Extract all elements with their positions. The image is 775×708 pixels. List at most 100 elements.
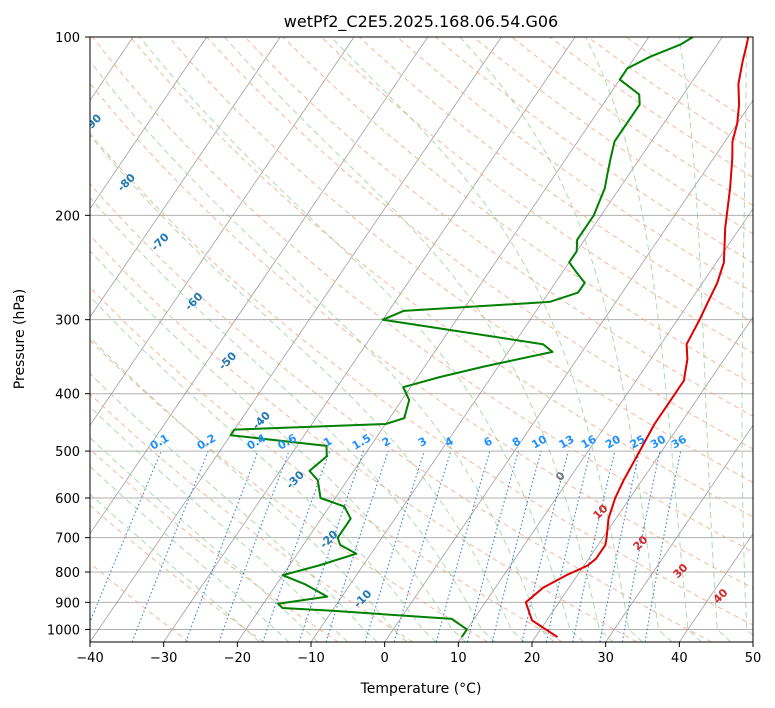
dry-adiabat-label: -30 (284, 468, 307, 491)
isotherm-line (90, 37, 502, 642)
dewpoint-profile-line (229, 37, 694, 638)
isotherm-line (90, 37, 208, 210)
dry-adiabat-line (90, 132, 753, 626)
moist-adiabat-line (90, 295, 437, 642)
x-tick-label: 30 (597, 651, 614, 666)
mixing-ratio-line (435, 450, 491, 642)
isotherm-line (90, 37, 429, 535)
mixing-ratio-label: 10 (529, 432, 549, 451)
y-tick-label: 400 (55, 388, 80, 403)
mixing-ratio-line (131, 450, 209, 642)
mixing-ratio-label: 16 (579, 432, 599, 451)
mixing-ratio-label: 6 (481, 434, 494, 449)
mixing-ratio-line (491, 450, 542, 642)
moist-adiabat-line (90, 372, 378, 642)
dry-adiabat-line (358, 37, 753, 323)
mixing-ratio-line (572, 450, 616, 642)
y-tick-label: 1000 (47, 623, 80, 638)
x-tick-label: 0 (381, 651, 389, 666)
background-grid (90, 37, 753, 642)
moist-adiabat-line (90, 336, 408, 642)
dry-adiabat-line (90, 82, 753, 589)
mixing-ratio-line (218, 450, 290, 642)
mixing-ratio-line (90, 450, 162, 624)
mixing-ratio-label: 13 (557, 433, 577, 452)
dry-adiabat-line (320, 37, 753, 354)
isotherm-line (237, 37, 650, 642)
temperature-profile-line (524, 37, 750, 638)
axes: −40 −30 −20 −10 0 10 20 30 40 5010020030040050060… (47, 31, 761, 666)
moist-adiabat-line (90, 436, 319, 642)
moist-adiabat-line (90, 196, 496, 642)
moist-adiabat-label: 0 (553, 469, 568, 484)
x-tick-label: 10 (450, 651, 467, 666)
mixing-ratio-line (262, 450, 331, 642)
dry-adiabat-line (130, 37, 753, 518)
isotherm-line (605, 424, 753, 642)
dry-adiabat-line (435, 37, 753, 264)
isotherm-line (384, 99, 753, 642)
dry-adiabat-line (90, 234, 638, 642)
x-tick-label: −30 (150, 651, 177, 666)
mixing-ratio-label: 4 (443, 434, 456, 449)
mixing-ratio-line (325, 450, 389, 642)
y-tick-label: 200 (55, 209, 80, 224)
mixing-ratio-label: 3 (416, 435, 429, 450)
moist-adiabat-line (90, 493, 260, 642)
mixing-ratio-label: 1 (321, 435, 334, 450)
mixing-ratio-line (364, 450, 425, 642)
isotherm-line (679, 532, 753, 642)
mixing-ratio-label: 0.2 (195, 432, 218, 453)
mixing-ratio-line (393, 450, 452, 642)
mixing-ratio-label: 30 (648, 432, 668, 451)
moist-adiabat-line (90, 465, 290, 642)
plot-frame (89, 36, 754, 643)
moist-adiabat-line (459, 37, 673, 642)
moist-adiabat-label: 30 (671, 561, 691, 581)
isotherm-line (458, 207, 753, 642)
y-axis-label: Pressure (hPa) (12, 289, 28, 389)
mixing-ratio-label: 2 (380, 435, 393, 450)
y-tick-label: 500 (55, 445, 80, 460)
y-tick-label: 600 (55, 492, 80, 507)
dry-adiabat-label: -50 (216, 349, 239, 372)
dry-adiabat-label: -90 (81, 111, 104, 134)
dry-adiabat-line (91, 37, 753, 553)
x-tick-label: 40 (671, 651, 688, 666)
x-tick-label: −10 (297, 651, 324, 666)
dry-adiabat-label: -100 (45, 49, 74, 78)
x-tick-label: −40 (76, 651, 103, 666)
dry-adiabat-line (90, 286, 563, 642)
moist-adiabat-line (224, 37, 614, 642)
mixing-ratio-label: 8 (510, 435, 523, 450)
y-tick-label: 900 (55, 596, 80, 611)
mixing-ratio-label: 20 (603, 432, 623, 451)
moist-adiabat-label: 20 (631, 533, 651, 553)
mixing-ratio-line (185, 450, 259, 642)
mixing-ratio-label: 1.5 (350, 432, 373, 453)
y-tick-label: 800 (55, 566, 80, 581)
dry-adiabat-label: -80 (115, 171, 138, 194)
moist-adiabat-line (139, 37, 584, 642)
series-group (229, 37, 750, 638)
x-tick-label: 20 (524, 651, 541, 666)
x-tick-label: 50 (745, 651, 762, 666)
isotherm-line (90, 37, 355, 427)
moist-adiabat-line (90, 134, 525, 642)
y-tick-label: 100 (55, 31, 80, 46)
dry-adiabat-label: -60 (182, 290, 205, 313)
dry-adiabat-label: -20 (317, 528, 340, 551)
mixing-ratio-label: 0.4 (245, 431, 269, 452)
isotherm-line (163, 37, 576, 642)
moist-adiabat-line (678, 37, 732, 642)
dry-adiabat-label: -10 (351, 587, 374, 610)
x-axis-label: Temperature (°C) (360, 681, 482, 697)
x-tick-label: −20 (224, 651, 251, 666)
moist-adiabat-line (90, 249, 467, 642)
moist-adiabat-line (585, 37, 702, 642)
isotherm-line (752, 641, 753, 642)
mixing-ratio-label: 0.6 (276, 431, 300, 452)
mixing-ratio-line (466, 450, 519, 642)
moist-adiabat-line (330, 37, 643, 642)
